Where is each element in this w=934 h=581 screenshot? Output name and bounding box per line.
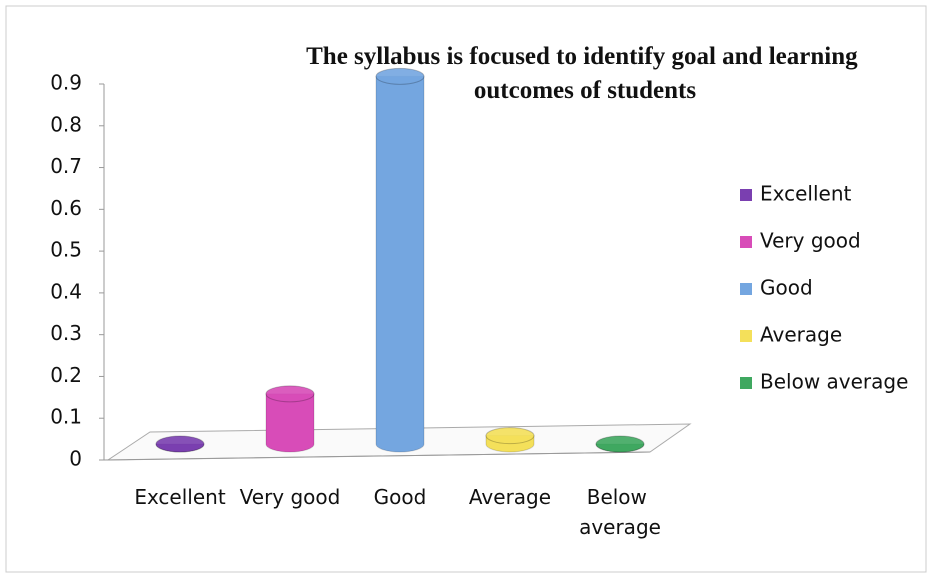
y-tick-label: 0.2 xyxy=(50,363,82,387)
y-tick-label: 0.4 xyxy=(50,279,82,303)
y-tick-label: 0.1 xyxy=(50,405,82,429)
legend-swatch xyxy=(740,189,752,201)
legend-label: Average xyxy=(760,323,842,347)
x-tick-label: Below average xyxy=(579,485,661,539)
legend-swatch xyxy=(740,330,752,342)
bar-top xyxy=(485,427,535,445)
legend-label: Below average xyxy=(760,370,908,394)
bar-top xyxy=(155,435,205,453)
legend-swatch xyxy=(740,377,752,389)
y-tick-label: 0.8 xyxy=(50,112,82,136)
bar xyxy=(375,67,425,453)
bar xyxy=(485,427,535,453)
bar-top xyxy=(375,67,425,85)
chart-title: The syllabus is focused to identify goal… xyxy=(306,43,864,104)
legend-label: Very good xyxy=(760,229,861,253)
x-tick-label: Good xyxy=(374,485,427,509)
bar-top xyxy=(265,385,315,403)
y-tick-label: 0 xyxy=(69,447,82,471)
legend-label: Excellent xyxy=(760,182,852,206)
x-tick-label: Average xyxy=(469,485,551,509)
bar-body xyxy=(375,75,425,453)
legend-label: Good xyxy=(760,276,813,300)
bar xyxy=(595,435,645,453)
legend-swatch xyxy=(740,236,752,248)
x-axis xyxy=(103,451,651,461)
legend-swatch xyxy=(740,283,752,295)
y-tick-label: 0.9 xyxy=(50,71,82,95)
x-tick-label: Very good xyxy=(240,485,341,509)
x-tick-label: Excellent xyxy=(134,485,226,509)
y-tick-label: 0.5 xyxy=(50,238,82,262)
bar-body xyxy=(265,393,315,453)
y-tick-label: 0.7 xyxy=(50,154,82,178)
y-tick-label: 0.6 xyxy=(50,196,82,220)
bar xyxy=(265,385,315,453)
bar-top xyxy=(595,435,645,453)
bar xyxy=(155,435,205,453)
chart-frame xyxy=(5,5,927,573)
y-tick-label: 0.3 xyxy=(50,321,82,345)
